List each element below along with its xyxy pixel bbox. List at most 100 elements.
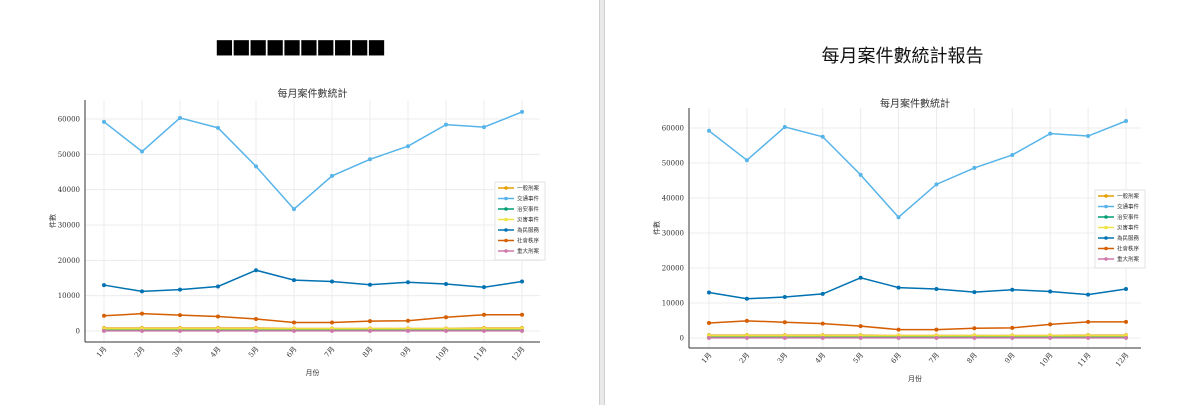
- redacted-heading: ■■■■■■■■■■: [215, 34, 386, 58]
- data-point: [934, 335, 939, 340]
- data-point: [292, 278, 296, 283]
- data-point: [707, 320, 711, 325]
- x-tick-label: 2月: [133, 345, 147, 359]
- legend-marker: [504, 217, 508, 222]
- data-point: [406, 328, 410, 333]
- data-point: [896, 335, 901, 340]
- series-line-5: [103, 312, 522, 324]
- data-point: [1010, 335, 1015, 340]
- data-point: [368, 328, 372, 333]
- data-point: [368, 282, 372, 287]
- data-point: [140, 289, 144, 294]
- data-point: [934, 327, 939, 332]
- x-tick-label: 6月: [890, 351, 904, 365]
- data-point: [707, 290, 711, 295]
- legend-box: [494, 181, 546, 261]
- data-point: [216, 284, 220, 289]
- data-point: [406, 318, 410, 323]
- x-tick-label: 6月: [285, 345, 299, 359]
- x-tick-label: 5月: [852, 351, 866, 365]
- chart-title: 每月案件數統計: [278, 87, 348, 100]
- data-point: [1124, 335, 1128, 340]
- data-point: [178, 313, 182, 318]
- data-point: [1086, 335, 1091, 340]
- data-point: [216, 314, 220, 319]
- series-line-1: [708, 120, 1127, 219]
- data-point: [972, 165, 977, 170]
- data-point: [820, 291, 825, 296]
- data-point: [1010, 287, 1015, 292]
- data-point: [934, 182, 939, 187]
- data-point: [520, 328, 524, 333]
- chart-title: 每月案件數統計: [880, 97, 950, 110]
- data-point: [1124, 319, 1128, 324]
- legend-label: 為民服務: [517, 226, 540, 234]
- data-point: [482, 312, 486, 317]
- x-tick-label: 1月: [700, 351, 714, 365]
- x-tick-label: 3月: [776, 351, 790, 365]
- x-tick-label: 12月: [510, 345, 526, 362]
- legend-label: 一般刑案: [1117, 192, 1140, 200]
- legend-label: 災害事件: [1117, 224, 1140, 232]
- data-point: [520, 109, 524, 114]
- data-point: [330, 279, 334, 284]
- y-axis-label: 件數: [652, 221, 661, 235]
- y-tick-label: 20000: [662, 265, 684, 273]
- data-point: [368, 157, 372, 162]
- data-point: [178, 287, 182, 292]
- legend-marker: [1104, 257, 1108, 261]
- data-point: [1124, 287, 1128, 291]
- data-point: [858, 172, 863, 177]
- legend-box: [1094, 189, 1146, 269]
- data-point: [744, 296, 749, 301]
- legend-label: 治安事件: [517, 205, 540, 213]
- x-tick-label: 2月: [738, 351, 752, 365]
- y-tick-label: 40000: [662, 195, 684, 203]
- data-point: [1048, 335, 1053, 340]
- data-point: [216, 125, 220, 130]
- data-point: [140, 149, 144, 154]
- data-point: [444, 122, 448, 127]
- y-tick-label: 50000: [662, 160, 684, 168]
- x-tick-label: 12月: [1114, 351, 1130, 368]
- y-tick-label: 60000: [58, 116, 80, 124]
- series-line-4: [708, 277, 1127, 300]
- data-point: [1048, 322, 1053, 327]
- data-point: [368, 319, 372, 324]
- legend-label: 一般刑案: [517, 184, 540, 192]
- legend-label: 社會秩序: [1117, 245, 1140, 253]
- data-point: [406, 280, 410, 285]
- data-point: [1010, 152, 1015, 157]
- data-point: [820, 321, 825, 326]
- x-tick-label: 10月: [1038, 351, 1054, 368]
- legend-marker: [504, 207, 508, 211]
- data-point: [744, 335, 749, 340]
- data-point: [444, 315, 448, 320]
- data-point: [330, 328, 334, 333]
- x-tick-label: 3月: [171, 345, 185, 359]
- x-tick-label: 11月: [1076, 351, 1092, 368]
- data-point: [744, 158, 749, 163]
- y-tick-label: 10000: [58, 292, 80, 300]
- data-point: [820, 134, 825, 139]
- data-point: [102, 283, 106, 288]
- y-tick-label: 60000: [662, 125, 684, 133]
- data-point: [972, 290, 977, 295]
- data-point: [102, 328, 106, 333]
- legend-label: 交通事件: [517, 195, 540, 203]
- data-point: [707, 335, 711, 340]
- x-tick-label: 4月: [209, 345, 223, 359]
- data-point: [1048, 131, 1053, 136]
- report-heading: 每月案件數統計報告: [821, 46, 984, 67]
- data-point: [1124, 119, 1128, 123]
- left-page: ■■■■■■■■■■ 每月案件數統計 月份 件數 0 10000 20000 30000 40…: [0, 0, 600, 405]
- legend-label: 災害事件: [517, 216, 540, 224]
- data-point: [178, 328, 182, 333]
- data-point: [782, 124, 787, 129]
- legend-label: 重大刑案: [517, 247, 540, 255]
- y-tick-label: 0: [76, 328, 80, 336]
- data-point: [520, 312, 524, 317]
- right-page: 每月案件數統計報告 每月案件數統計 月份 件數 0 10000 20000 30000 400…: [604, 0, 1200, 405]
